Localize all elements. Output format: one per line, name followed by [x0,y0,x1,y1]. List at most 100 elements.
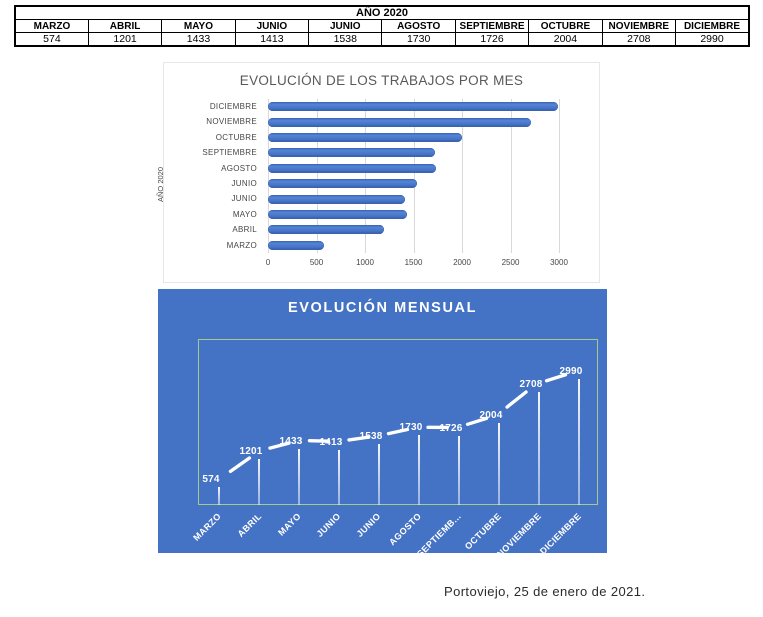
data-point-label: 1201 [239,446,263,458]
data-point-label: 1433 [279,435,303,447]
category-label: MARZO [226,240,257,250]
value-cell: 1730 [381,32,456,47]
line-chart-plot-area: 574 1201 1433 1413 1538 1730 1726 2004 2708 2990 [198,339,598,505]
gridline [462,99,463,253]
data-point-label: 1538 [359,430,383,442]
data-table: AÑO 2020 MARZO ABRIL MAYO JUNIO JUNIO AGOSTO S… [14,5,750,47]
category-label: JUNIO [231,179,257,188]
line-segment [544,373,568,383]
line-segment [465,416,489,426]
category-label: ABRIL [232,225,257,235]
bar [268,148,436,158]
x-tick-label: 2500 [501,258,520,267]
value-cell: 2990 [675,32,750,47]
gridline [510,99,512,253]
data-point-label: 1726 [439,422,463,434]
bar-chart-title: EVOLUCIÓN DE LOS TRABAJOS POR MES [239,73,524,88]
bar [268,240,324,250]
category-label: AGOSTO [221,163,257,173]
gridline [413,99,415,253]
line-chart: EVOLUCIÓN MENSUAL 574 1201 1433 1413 1538 173… [158,289,607,559]
month-header-cell: NOVIEMBRE [601,19,677,33]
value-cell: 2004 [528,32,603,47]
table-month-header-row: MARZO ABRIL MAYO JUNIO JUNIO AGOSTO SEPTIEMBRE… [14,19,750,33]
drop-line [258,459,260,505]
x-axis-label: MAYO [276,511,304,538]
bar-chart: EVOLUCIÓN DE LOS TRABAJOS POR MES AÑO 20… [156,62,600,283]
x-tick-label: 0 [265,258,271,267]
data-point-label: 2708 [519,378,543,390]
data-point-label: 1730 [399,422,423,434]
bar [268,225,385,235]
dateline: Portoviejo, 25 de enero de 2021. [444,584,646,599]
drop-line [338,449,340,505]
drop-line [218,487,220,505]
line-segment [386,427,410,436]
category-label: DICIEMBRE [209,102,257,111]
line-segment [228,456,252,474]
table-values-row: 574 1201 1433 1413 1538 1730 1726 2004 2708 2990 [14,32,750,47]
value-cell: 574 [14,32,89,47]
month-header-cell: MAYO [161,19,236,33]
line-series [228,373,568,474]
x-tick-label: 3000 [550,258,568,267]
x-tick-label: 1000 [356,258,374,267]
value-cell: 1413 [234,32,310,47]
month-header-cell: DICIEMBRE [675,19,750,33]
drop-line [298,448,300,505]
x-tick-label: 2000 [453,258,471,267]
x-tick-label: 500 [309,258,324,267]
line-segment [268,441,291,450]
bar [268,117,531,127]
data-point-label: 1413 [319,436,343,448]
line-segment [347,435,370,442]
x-tick-label: 1500 [404,258,423,267]
month-header-cell: SEPTIEMBRE [454,19,530,33]
drop-line [458,435,460,505]
category-label: SEPTIEMBRE [202,148,257,158]
line-chart-title: EVOLUCIÓN MENSUAL [287,300,478,316]
line-segment [505,390,528,409]
month-header-cell: JUNIO [234,19,310,33]
data-point-label: 574 [202,474,220,486]
category-label: NOVIEMBRE [206,117,257,127]
data-point-label: 2004 [479,410,503,422]
month-header-cell: AGOSTO [381,19,456,33]
bar [268,179,418,189]
gridline [559,99,560,253]
drop-line [378,443,380,505]
month-header-cell: JUNIO [308,19,383,33]
value-cell: 1201 [87,32,163,47]
x-axis-label: MARZO [191,511,224,543]
drop-line [578,378,580,505]
bar [268,163,436,173]
month-header-cell: OCTUBRE [528,19,603,33]
x-axis-label: ABRIL [235,511,264,539]
x-axis-label: AGOSTO [386,511,424,548]
gridline [268,99,269,253]
category-label: MAYO [232,209,257,219]
bar [268,102,559,112]
month-header-cell: MARZO [14,19,89,33]
gridline [316,99,318,253]
gridline [365,99,366,253]
table-title: AÑO 2020 [14,5,750,20]
value-cell: 2708 [601,32,677,47]
category-label: OCTUBRE [215,132,257,142]
x-axis-label: DICIEMBRE [537,511,584,557]
drop-line [538,391,540,505]
value-cell: 1726 [454,32,530,47]
month-header-cell: ABRIL [87,19,163,33]
bar [268,132,463,142]
data-point-label: 2990 [559,365,583,377]
drop-line [418,435,420,505]
x-axis-label: JUNIO [315,511,344,539]
bar [268,209,407,219]
category-label: JUNIO [231,194,257,204]
line-chart-x-axis: MARZO ABRIL MAYO JUNIO JUNIO AGOSTO SEPTIEMB..… [191,511,598,559]
x-axis-label: OCTUBRE [462,511,504,552]
bar-chart-plot-area: 0 500 1000 1500 2000 2500 3000 DICIEMBRE NOVIEMB… [202,99,568,267]
drop-line [498,423,500,505]
value-cell: 1433 [161,32,236,47]
bar [268,194,406,204]
